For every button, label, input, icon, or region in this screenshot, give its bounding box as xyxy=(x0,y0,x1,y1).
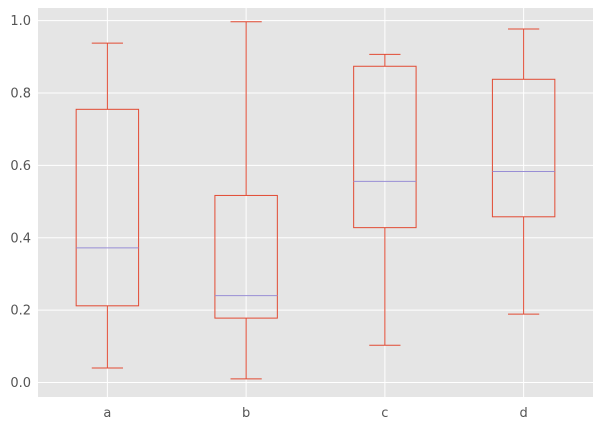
x-axis-ticks: a b c d xyxy=(103,406,527,421)
box-rect xyxy=(353,65,417,229)
box-d xyxy=(491,28,556,315)
y-tick-label: 1.0 xyxy=(10,14,31,29)
y-tick-label: 0.8 xyxy=(10,87,31,102)
y-axis-ticks: 0.0 0.2 0.4 0.6 0.8 1.0 xyxy=(10,14,31,391)
box-rect xyxy=(214,194,278,319)
box-b xyxy=(214,21,278,380)
y-tick-label: 0.0 xyxy=(10,376,31,391)
plot-background xyxy=(38,8,593,397)
y-tick-label: 0.4 xyxy=(10,231,31,246)
box-a xyxy=(75,42,140,369)
x-tick-label: b xyxy=(242,406,250,421)
x-tick-label: d xyxy=(519,406,527,421)
grid-lines xyxy=(38,8,593,397)
box-rect xyxy=(75,108,140,307)
box-rect xyxy=(491,78,556,218)
box-c xyxy=(353,53,417,346)
x-tick-label: a xyxy=(103,406,111,421)
y-tick-label: 0.6 xyxy=(10,159,31,174)
box-series xyxy=(75,21,556,380)
x-tick-label: c xyxy=(381,406,388,421)
y-tick-label: 0.2 xyxy=(10,304,31,319)
